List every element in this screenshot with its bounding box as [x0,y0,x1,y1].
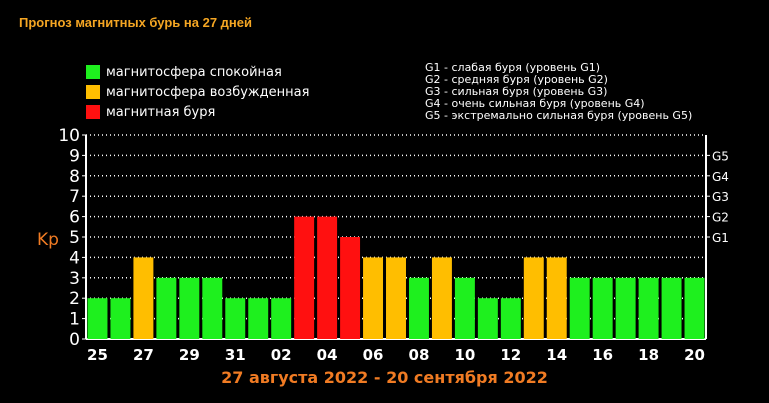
x-tick-label: 04 [317,346,338,364]
g-tick-label: G3 [712,190,729,204]
x-tick-label: 31 [225,346,246,364]
bar-01 [248,298,269,339]
x-tick-label: 20 [684,346,705,364]
bar-07 [386,257,406,339]
g-tick-label: G2 [712,211,729,225]
legend-swatch-excited [86,85,100,99]
x-tick-label: 08 [409,346,430,364]
x-tick-label: 02 [271,346,292,364]
legend-swatch-storm [86,105,100,119]
bar-30 [202,277,223,339]
x-tick-label: 06 [363,346,384,364]
bar-05 [340,237,361,339]
bar-27 [133,257,154,339]
bar-14 [546,257,567,339]
bar-06 [363,257,384,339]
x-tick-label: 29 [179,346,200,364]
y-tick-label: 8 [69,167,80,187]
bar-19 [661,277,682,339]
x-tick-label: 14 [546,346,567,364]
bar-26 [110,298,131,339]
y-tick-label: 9 [69,146,80,166]
x-tick-label: 10 [454,346,475,364]
bar-08 [408,277,429,339]
bar-03 [294,216,315,339]
period-label: 27 августа 2022 - 20 сентября 2022 [221,368,548,387]
bar-31 [225,298,246,339]
legend-label-storm: магнитная буря [106,104,216,120]
legend-item-calm: магнитосфера спокойная [86,62,309,82]
y-axis-label: Kp [37,230,59,250]
y-tick-label: 5 [69,228,80,248]
bar-20 [684,277,705,339]
bar-11 [477,298,498,339]
bar-17 [615,277,636,339]
legend-g2: G2 - средняя буря (уровень G2) [425,73,608,86]
y-tick-label: 6 [69,208,80,228]
bar-02 [271,298,292,339]
bar-18 [638,277,659,339]
legend-colors: магнитосфера спокойная магнитосфера возб… [86,62,309,122]
bar-29 [179,277,200,339]
bar-25 [87,298,108,339]
bar-04 [317,216,338,339]
bar-16 [592,277,613,339]
y-tick-label: 0 [69,330,80,350]
y-tick-label: 1 [69,310,80,330]
legend-g1: G1 - слабая буря (уровень G1) [425,61,601,74]
legend-g5: G5 - экстремально сильная буря (уровень … [425,109,693,122]
legend-g3: G3 - сильная буря (уровень G3) [425,85,608,98]
y-tick-label: 3 [69,269,80,289]
bar-15 [569,277,590,339]
x-tick-label: 12 [500,346,521,364]
legend-g4: G4 - очень сильная буря (уровень G4) [425,97,645,110]
legend-swatch-calm [86,65,100,79]
x-tick-label: 18 [638,346,659,364]
x-tick-label: 25 [87,346,108,364]
x-tick-label: 16 [592,346,613,364]
bar-13 [523,257,544,339]
x-tick-label: 27 [133,346,154,364]
bar-09 [431,257,452,339]
g-tick-label: G5 [712,149,729,163]
legend-label-excited: магнитосфера возбужденная [106,84,310,100]
y-tick-label: 10 [58,126,80,146]
bar-28 [156,277,177,339]
legend-item-storm: магнитная буря [86,102,309,122]
legend-label-calm: магнитосфера спокойная [106,64,282,80]
legend-item-excited: магнитосфера возбужденная [86,82,309,102]
chart-title: Прогноз магнитных бурь на 27 дней [19,15,252,30]
g-tick-label: G4 [712,170,729,184]
y-tick-label: 7 [69,187,80,207]
bar-10 [454,277,475,339]
y-tick-label: 2 [69,289,80,309]
bar-12 [500,298,521,339]
g-tick-label: G1 [712,231,729,245]
legend-storm-levels: G1 - слабая буря (уровень G1) G2 - средн… [425,62,692,122]
y-tick-label: 4 [69,248,80,268]
